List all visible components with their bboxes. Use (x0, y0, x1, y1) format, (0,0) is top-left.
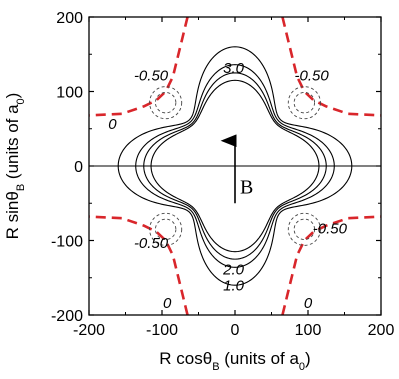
x-tick-label: 0 (231, 322, 240, 339)
negative-contour-loop-0 (149, 86, 183, 120)
field-vector: B (220, 134, 253, 204)
zero-contour-branch-3 (89, 215, 189, 315)
y-tick-label: -100 (51, 234, 83, 251)
contour-annotation: -0.50 (313, 220, 348, 237)
contour-annotation: -0.50 (134, 235, 169, 252)
negative-contour-loop-1 (154, 92, 177, 114)
y-tick-label: -200 (51, 308, 83, 325)
negative-contour-loop-5 (154, 218, 177, 240)
x-tick-label: 200 (368, 322, 395, 339)
contour-annotation: -0.50 (295, 68, 330, 85)
contour-annotation: 0 (304, 295, 313, 312)
zero-contour-branch-2 (281, 215, 381, 315)
y-axis-label: R sinθB (units of a0) (3, 93, 27, 240)
contour-annotations: 3.0 2.01.0 -0.50 -0.50 -0.50 -0.50 0 0 0 (108, 60, 347, 312)
negative-contour-loop-6 (287, 212, 321, 246)
negative-contour-loop-2 (287, 86, 321, 120)
axis-ticks (88, 16, 382, 316)
contour-annotation: 0 (163, 295, 172, 312)
contour-annotation: 2.0 (222, 261, 245, 278)
negative-contour-loop-4 (149, 212, 183, 246)
contour-annotation: 1.0 (223, 278, 245, 295)
y-tick-label: 0 (74, 159, 83, 176)
field-vector-label: B (240, 176, 253, 198)
zero-contour-branch-0 (281, 17, 381, 117)
x-tick-label: -200 (73, 322, 105, 339)
x-tick-label: 100 (295, 322, 322, 339)
negative-contour-loop-7 (293, 218, 316, 240)
zero-contour-branch-1 (89, 17, 189, 117)
contour-annotation: 3.0 (223, 60, 245, 77)
contour-layer (89, 17, 381, 315)
contour-annotation: 0 (108, 116, 117, 133)
x-axis-label: R cosθB (units of a0) (159, 349, 310, 373)
tick-labels: -200 -100 0 100 200 -200 -100 0 100 200 (51, 10, 394, 339)
negative-contour-loop-3 (293, 92, 316, 114)
x-tick-label: -100 (146, 322, 178, 339)
y-tick-label: 200 (56, 10, 83, 27)
y-tick-label: 100 (56, 85, 83, 102)
contour-annotation: -0.50 (134, 68, 169, 85)
